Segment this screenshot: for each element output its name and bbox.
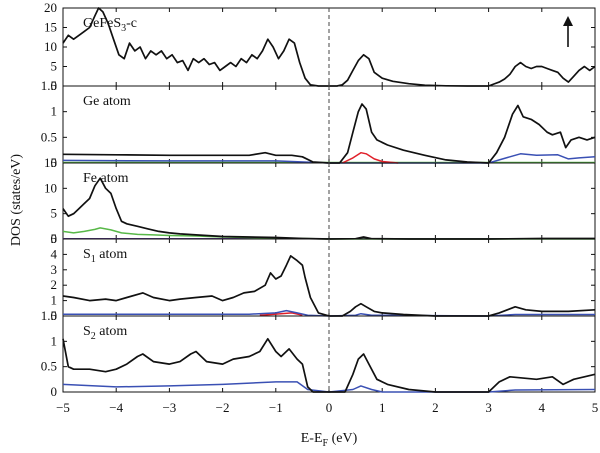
y-tick-label: 1 <box>51 333 58 348</box>
x-axis-tick-labels: −5 −4 −3 −2 −1 0 1 2 3 4 5 <box>56 400 598 415</box>
up-arrow-icon <box>563 16 573 47</box>
dos-series-line <box>62 177 595 240</box>
x-tick-label: 0 <box>326 400 333 415</box>
panel-5: 1.5 1 0.5 0 S2 atom <box>41 308 596 399</box>
y-tick-label: 15 <box>44 155 57 170</box>
y-tick-label: 5 <box>51 59 58 74</box>
y-tick-label: 15 <box>44 20 57 35</box>
x-tick-label: 4 <box>539 400 546 415</box>
dos-series-line <box>62 255 596 317</box>
x-tick-label: −1 <box>269 400 283 415</box>
y-tick-label: 5 <box>51 231 58 246</box>
x-tick-label: 2 <box>432 400 439 415</box>
y-tick-label: 0 <box>51 155 58 170</box>
y-tick-label: 0 <box>51 384 58 399</box>
x-tick-label: 3 <box>485 400 492 415</box>
panel-title: Fe atom <box>83 171 129 186</box>
y-tick-label: 4 <box>51 246 58 261</box>
x-tick-label: 5 <box>592 400 599 415</box>
y-tick-label: 2 <box>51 277 58 292</box>
y-tick-label: 0.5 <box>41 129 57 144</box>
y-tick-label: 0.5 <box>41 359 57 374</box>
y-tick-label: 1 <box>51 104 58 119</box>
y-tick-label: 20 <box>44 0 57 15</box>
panel-1: 20 15 10 5 0 GeFeS3-c <box>44 0 596 93</box>
y-tick-label: 5 <box>51 206 58 221</box>
y-tick-label: 1 <box>51 293 58 308</box>
dos-series-line <box>62 153 596 164</box>
y-axis-title: DOS (states/eV) <box>9 154 24 246</box>
y-tick-label: 1.5 <box>41 308 57 323</box>
dos-series-line <box>62 103 596 164</box>
panel-title: Ge atom <box>83 94 131 109</box>
panel-title: GeFeS3-c <box>83 16 137 34</box>
y-tick-label: 10 <box>44 180 57 195</box>
dos-series-line <box>62 337 596 393</box>
x-axis-title: E-EF (eV) <box>301 431 358 449</box>
x-tick-label: −5 <box>56 400 70 415</box>
y-tick-label: 0 <box>51 78 58 93</box>
y-tick-label: 10 <box>44 39 57 54</box>
panel-title: S1 atom <box>83 247 127 265</box>
x-tick-label: 1 <box>379 400 386 415</box>
x-tick-label: −4 <box>109 400 123 415</box>
dos-series-line <box>62 7 596 87</box>
x-tick-label: −3 <box>162 400 176 415</box>
y-tick-label: 0 <box>51 231 58 246</box>
x-tick-label: −2 <box>216 400 230 415</box>
dos-series-line <box>341 151 399 164</box>
y-tick-label: 0 <box>51 308 58 323</box>
y-tick-label: 1.5 <box>41 78 57 93</box>
panel-title: S2 atom <box>83 324 127 342</box>
y-tick-label: 3 <box>51 262 58 277</box>
panel-2: 1.5 1 0.5 0 Ge atom <box>41 78 596 170</box>
dos-series-line <box>259 312 303 316</box>
